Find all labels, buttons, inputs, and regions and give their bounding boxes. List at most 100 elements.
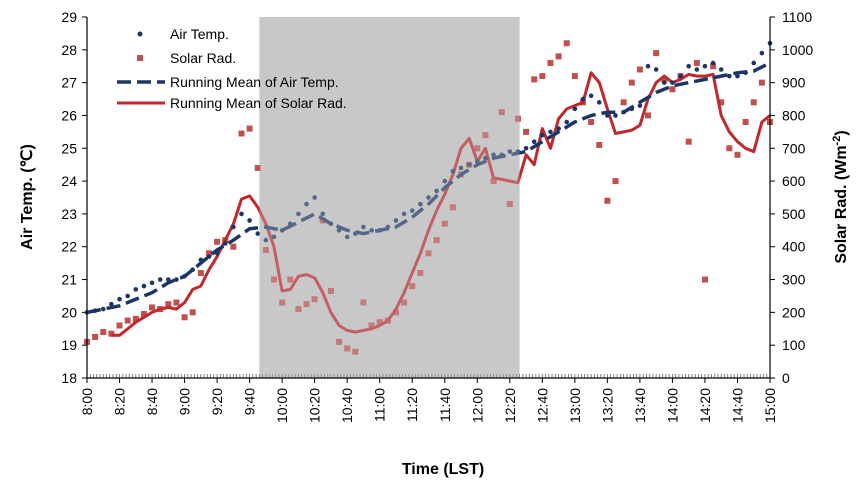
solar-rad-point (344, 345, 351, 352)
air-temp-point (312, 195, 317, 200)
solar-rad-point (628, 79, 635, 86)
solar-rad-point (718, 99, 725, 106)
solar-rad-point (205, 250, 212, 257)
air-temp-point (369, 228, 374, 233)
air-temp-point (605, 113, 610, 118)
x-tick-marks (86, 374, 771, 378)
solar-rad-point (287, 276, 294, 283)
solar-rad-point (571, 73, 578, 80)
solar-rad-point (311, 296, 318, 303)
solar-rad-point (514, 115, 521, 122)
x-tick-label: 13:40 (632, 388, 648, 423)
solar-rad-point (254, 164, 261, 171)
solar-rad-point (710, 63, 717, 70)
air-temp-point (125, 293, 130, 299)
solar-rad-point (693, 59, 700, 66)
right-axis-title-main: Solar Rad. (Wm (833, 145, 850, 263)
left-tick-label: 24 (61, 173, 77, 189)
air-temp-point (735, 73, 740, 79)
solar-rad-point (279, 299, 286, 306)
left-tick-label: 26 (61, 107, 77, 123)
solar-rad-point (327, 288, 334, 295)
solar-rad-point (368, 322, 375, 329)
x-tick-label: 8:20 (112, 388, 128, 415)
air-temp-point (336, 228, 342, 233)
legend-solar-rad-symbol (137, 55, 143, 61)
solar-rad-point (433, 237, 440, 244)
solar-rad-point (181, 314, 188, 321)
air-temp-point (661, 80, 667, 85)
solar-rad-point (352, 348, 359, 355)
air-temp-point (450, 168, 456, 174)
solar-rad-point (108, 330, 115, 337)
left-tick-label: 29 (61, 9, 77, 25)
air-temp-point (434, 188, 439, 194)
solar-rad-point (555, 53, 562, 60)
solar-rad-point (262, 247, 269, 254)
legend-air-temp-symbol (137, 31, 143, 37)
air-temp-point (247, 218, 252, 223)
solar-rad-point (750, 99, 757, 106)
air-temp-point (287, 221, 293, 227)
air-temp-point (702, 63, 708, 69)
left-tick-label: 21 (61, 272, 77, 288)
air-temp-point (328, 221, 334, 227)
solar-rad-point (173, 299, 180, 306)
right-tick-label: 1100 (782, 9, 812, 25)
solar-rad-point (498, 109, 505, 116)
right-tick-label: 600 (782, 173, 806, 189)
solar-rad-point (425, 250, 432, 257)
air-temp-point (418, 201, 423, 207)
air-temp-point (296, 211, 301, 217)
left-tick-label: 23 (61, 206, 77, 222)
solar-rad-point (100, 329, 107, 336)
air-temp-point (743, 70, 748, 76)
solar-rad-point (303, 301, 310, 308)
solar-rad-point (271, 276, 278, 283)
x-tick-label: 14:40 (729, 388, 745, 423)
solar-rad-point (523, 128, 530, 135)
solar-rad-point (189, 309, 196, 316)
solar-rad-point (758, 79, 765, 86)
air-temp-point (727, 73, 732, 79)
x-tick-label: 10:40 (339, 388, 355, 423)
legend-solar-rad: Solar Rad. (170, 50, 236, 66)
air-temp-point (109, 301, 114, 307)
right-axis-ticks: 0 100 200 300 400 500 600 700 800 900 1000 1100 (770, 9, 813, 386)
left-tick-label: 19 (61, 337, 77, 353)
air-temp-point (239, 211, 244, 217)
left-axis-ticks: 18 19 20 21 22 23 24 25 26 27 28 29 (61, 9, 87, 386)
solar-rad-point (441, 220, 448, 227)
x-tick-labels: 8:00 8:20 8:40 9:00 9:20 9:40 10:00 10:20 10:40 1… (79, 378, 778, 423)
air-temp-point (621, 109, 626, 115)
air-temp-point (304, 201, 309, 207)
air-temp-point (385, 224, 391, 230)
air-temp-point (117, 296, 122, 302)
solar-rad-point (230, 243, 237, 250)
air-temp-point (629, 106, 635, 112)
right-tick-label: 500 (782, 206, 806, 222)
solar-rad-point (449, 204, 456, 211)
solar-rad-point (197, 269, 204, 276)
right-tick-label: 300 (782, 272, 806, 288)
x-tick-label: 15:00 (762, 388, 778, 423)
right-tick-label: 0 (782, 370, 790, 386)
air-temp-point (442, 178, 448, 184)
air-temp-point (166, 277, 171, 282)
solar-rad-point (563, 40, 570, 47)
air-temp-point (320, 211, 326, 217)
air-temp-point (377, 228, 383, 233)
solar-rad-point (531, 76, 538, 83)
air-temp-point (353, 231, 358, 236)
air-temp-point (491, 152, 496, 158)
air-temp-point (141, 283, 147, 289)
right-tick-label: 200 (782, 304, 806, 320)
air-temp-point (710, 60, 716, 66)
air-temp-point (344, 234, 350, 240)
legend-running-mean-air: Running Mean of Air Temp. (170, 74, 339, 90)
solar-rad-point (612, 178, 619, 185)
air-temp-point (100, 306, 106, 312)
air-temp-point (637, 103, 643, 108)
solar-rad-point (246, 125, 253, 132)
